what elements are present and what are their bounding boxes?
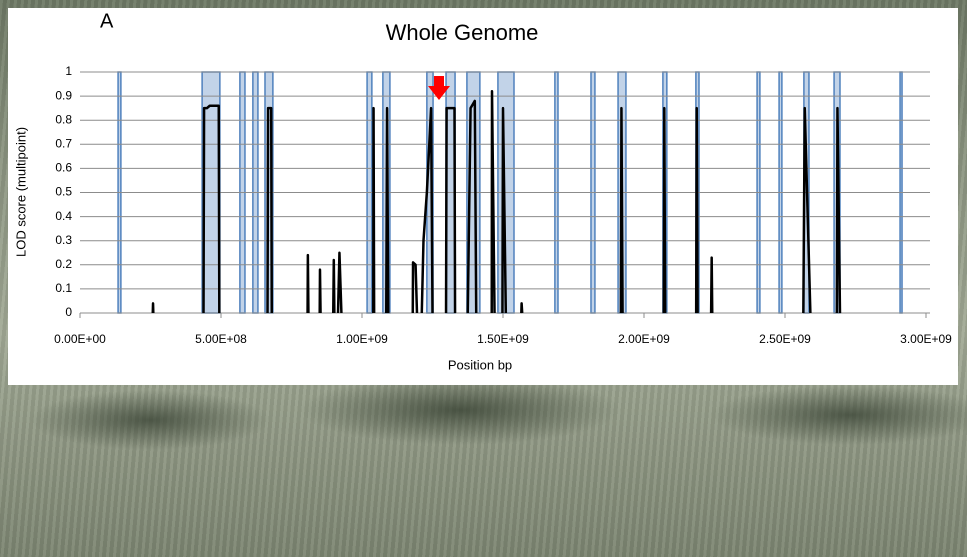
lines (151, 90, 842, 314)
x-tick-label: 2.50E+09 (759, 332, 811, 346)
x-tick-label: 1.50E+09 (477, 332, 529, 346)
lod-line (151, 90, 842, 314)
x-axis-label: Position bp (448, 357, 512, 372)
arrow-marker (428, 76, 450, 100)
x-tick-label: 1.00E+09 (336, 332, 388, 346)
y-tick-label: 1 (65, 64, 72, 78)
y-tick-label: 0.5 (55, 185, 72, 199)
x-tick-label: 0.00E+00 (54, 332, 106, 346)
y-tick-label: 0.9 (55, 88, 72, 102)
y-tick-label: 0.8 (55, 112, 72, 126)
x-tick-label: 5.00E+08 (195, 332, 247, 346)
y-tick-label: 0.4 (55, 209, 72, 223)
x-tick-label: 3.00E+09 (900, 332, 952, 346)
y-tick-label: 0.2 (55, 257, 72, 271)
x-tick-label: 2.00E+09 (618, 332, 670, 346)
chart-title: Whole Genome (386, 20, 539, 45)
y-tick-label: 0.3 (55, 233, 72, 247)
panel-label: A (100, 10, 114, 32)
y-tick-label: 0.6 (55, 161, 72, 175)
y-tick-label: 0.7 (55, 136, 72, 150)
y-tick-label: 0.1 (55, 281, 72, 295)
chart-panel (8, 8, 958, 385)
y-tick-label: 0 (65, 305, 72, 319)
y-axis-label: LOD score (multipoint) (13, 127, 28, 257)
